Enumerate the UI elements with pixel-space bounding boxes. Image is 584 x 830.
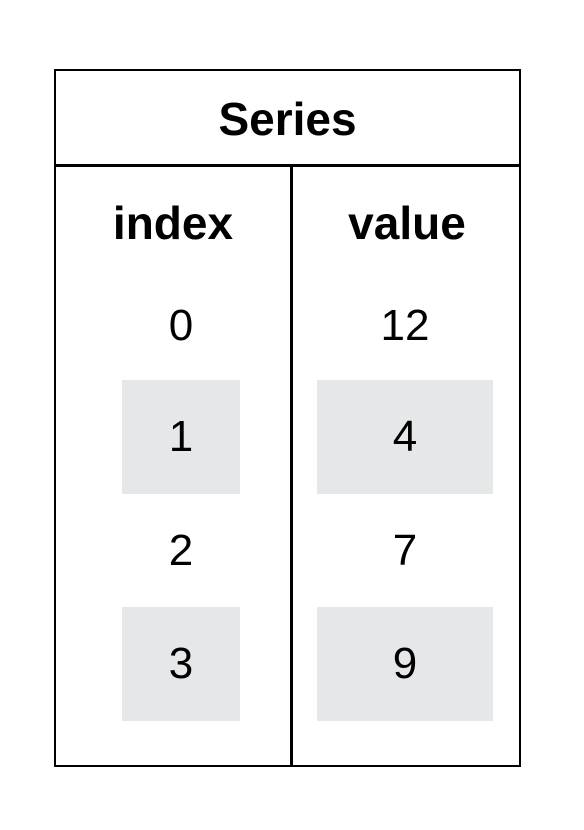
value-cell-1: 4 bbox=[317, 380, 493, 494]
index-cell-3: 3 bbox=[122, 607, 240, 721]
column-divider bbox=[290, 167, 293, 765]
index-cell-0: 0 bbox=[168, 301, 194, 350]
series-diagram: Series index value 0 12 1 4 2 7 3 9 bbox=[54, 69, 521, 767]
index-cell-1: 1 bbox=[122, 380, 240, 494]
value-cell-3: 9 bbox=[317, 607, 493, 721]
value-cell-0: 12 bbox=[380, 301, 430, 350]
index-cell-2: 2 bbox=[168, 526, 194, 575]
value-column-header: value bbox=[348, 197, 466, 249]
value-cell-2: 7 bbox=[392, 526, 418, 575]
series-title: Series bbox=[56, 71, 519, 167]
index-column-header: index bbox=[112, 197, 234, 249]
